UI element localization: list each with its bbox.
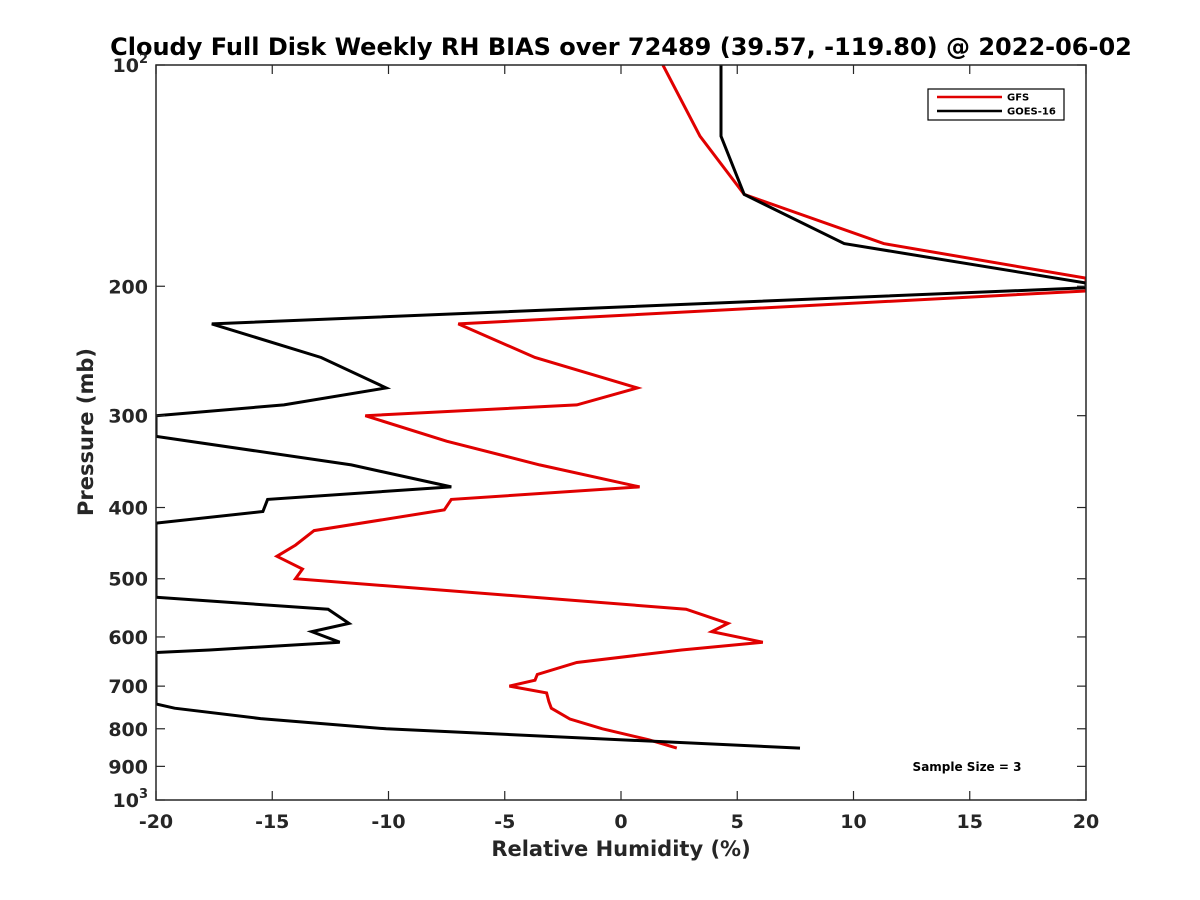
- y-tick-label: 200: [108, 276, 148, 298]
- y-tick-label: 900: [108, 756, 148, 778]
- x-tick-label: 0: [614, 811, 627, 833]
- x-tick-label: -20: [139, 811, 173, 833]
- legend: GFS GOES-16: [927, 88, 1065, 121]
- y-tick-label: 500: [108, 569, 148, 591]
- legend-box: [927, 88, 1065, 121]
- y-tick-label: 800: [108, 719, 148, 741]
- y-tick-label: 102: [113, 52, 149, 77]
- y-tick-label: 700: [108, 676, 148, 698]
- x-axis: -20 -15 -10 -5 0 5 10 15 20: [139, 65, 1099, 833]
- plot-lines: [156, 65, 1086, 750]
- x-tick-label: -5: [494, 811, 515, 833]
- x-tick-label: 15: [957, 811, 983, 833]
- y-axis: 102 200 300 400 500 600 700 800 900 103: [108, 52, 1086, 812]
- x-tick-label: 5: [731, 811, 744, 833]
- y-tick-label: 103: [113, 787, 149, 812]
- series-line-goes-16: [156, 65, 1086, 750]
- x-axis-label: Relative Humidity (%): [491, 837, 750, 861]
- x-tick-label: 10: [840, 811, 866, 833]
- legend-label-goes-16: GOES-16: [1007, 107, 1056, 118]
- sample-size-annotation: Sample Size = 3: [913, 760, 1022, 774]
- series-line-gfs: [273, 65, 1086, 750]
- chart-title: Cloudy Full Disk Weekly RH BIAS over 724…: [110, 33, 1132, 61]
- legend-label-gfs: GFS: [1007, 93, 1029, 104]
- x-tick-label: -15: [255, 811, 289, 833]
- x-tick-label: -10: [371, 811, 405, 833]
- x-tick-label: 20: [1073, 811, 1099, 833]
- y-tick-label: 400: [108, 498, 148, 520]
- y-tick-label: 300: [108, 406, 148, 428]
- y-tick-label: 600: [108, 627, 148, 649]
- y-axis-label: Pressure (mb): [74, 348, 98, 516]
